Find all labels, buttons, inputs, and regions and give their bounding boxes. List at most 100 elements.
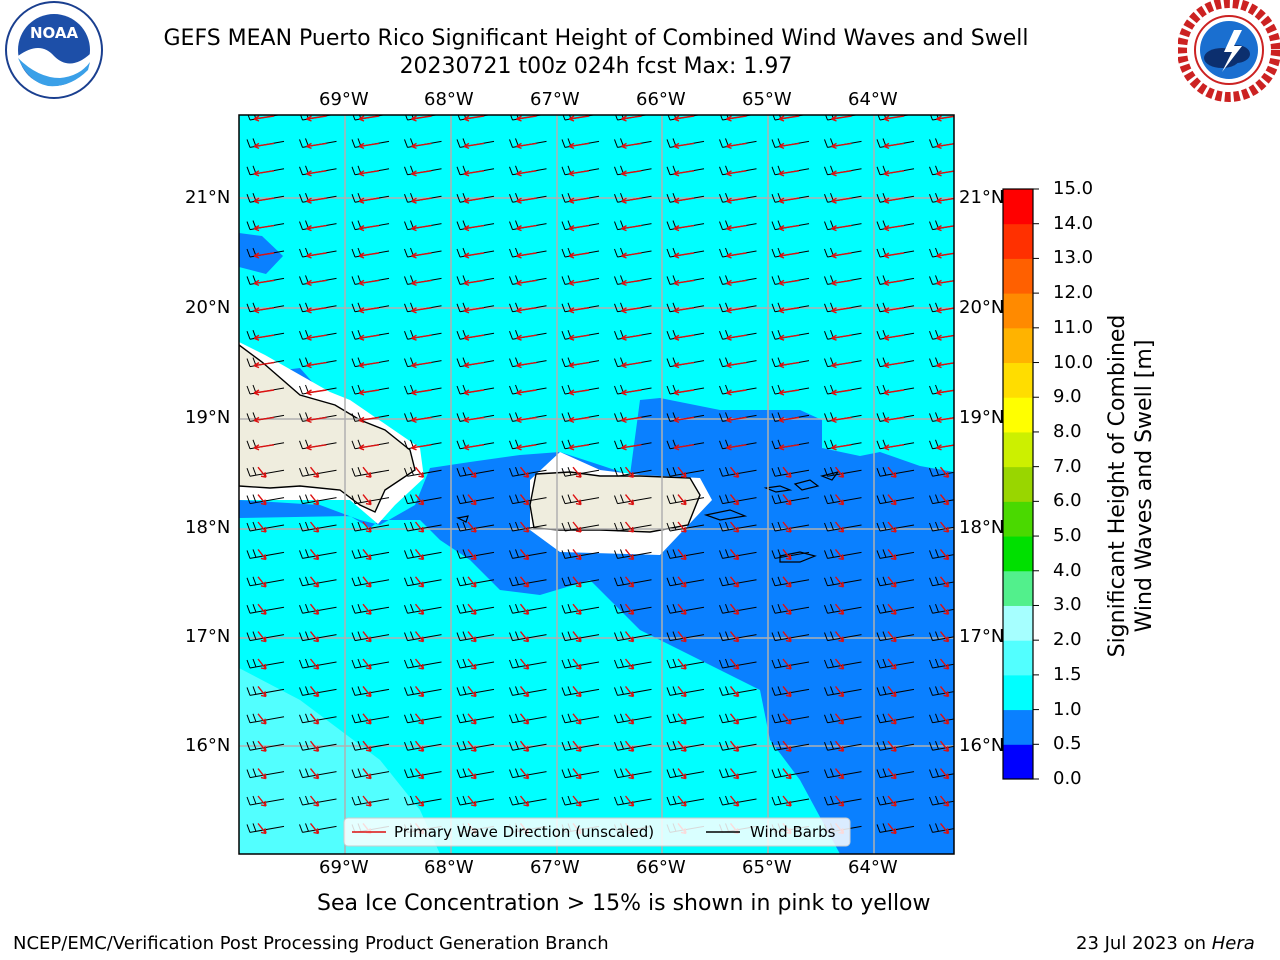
wave-direction-arrow xyxy=(887,603,897,615)
wave-direction-arrow xyxy=(939,466,950,478)
wave-direction-arrow xyxy=(834,658,845,670)
wind-barb xyxy=(509,658,547,669)
wave-direction-arrow xyxy=(572,658,582,670)
wave-direction-arrow xyxy=(463,279,485,287)
wind-barb xyxy=(299,658,337,669)
wind-barb xyxy=(404,604,442,614)
wave-direction-arrow xyxy=(257,631,267,643)
wave-direction-arrow xyxy=(939,631,950,643)
wave-direction-arrow xyxy=(887,795,897,807)
wave-direction-arrow xyxy=(726,444,747,451)
wind-barb xyxy=(509,549,547,559)
wind-barb xyxy=(351,686,390,696)
wave-direction-arrow xyxy=(572,466,582,478)
wave-direction-arrow xyxy=(726,307,747,314)
wave-direction-arrow xyxy=(568,389,590,396)
wave-direction-arrow xyxy=(624,548,635,561)
wind-barb xyxy=(824,631,862,642)
wave-direction-arrow xyxy=(677,713,687,725)
wind-barb xyxy=(824,658,862,669)
wave-direction-arrow xyxy=(677,795,687,807)
wave-direction-arrow xyxy=(726,115,747,122)
land-st-croix xyxy=(779,551,817,563)
wave-direction-arrow xyxy=(778,252,800,259)
wind-barb xyxy=(351,658,390,669)
wave-direction-arrow xyxy=(887,768,897,780)
wave-direction-arrow xyxy=(624,494,635,506)
wave-direction-arrow xyxy=(834,521,845,533)
wave-direction-arrow xyxy=(939,521,950,533)
wave-direction-arrow xyxy=(358,170,380,177)
wave-direction-arrow xyxy=(568,170,590,177)
wave-direction-arrow xyxy=(257,713,267,725)
wind-barb xyxy=(561,713,600,724)
wave-direction-arrow xyxy=(831,170,852,177)
wind-barb xyxy=(456,521,495,532)
wind-barb xyxy=(404,768,442,779)
wave-direction-arrow xyxy=(936,279,954,287)
lon-label-top-67w: 67°W xyxy=(530,89,580,110)
wind-barb xyxy=(719,467,757,477)
wave-direction-arrow xyxy=(411,197,432,204)
wind-barb xyxy=(824,549,862,559)
wave-direction-arrow xyxy=(621,334,642,341)
wind-barb xyxy=(456,549,495,559)
wave-direction-arrow xyxy=(467,521,477,533)
wind-barb xyxy=(561,521,600,532)
wave-direction-arrow xyxy=(729,576,740,588)
wave-direction-arrow xyxy=(568,307,590,314)
wave-direction-arrow xyxy=(831,252,852,259)
wind-barb xyxy=(246,741,285,751)
wind-barb xyxy=(404,467,442,477)
wave-direction-arrow xyxy=(306,444,327,451)
wind-barb xyxy=(351,521,390,532)
colorbar-segment xyxy=(1003,466,1033,502)
lat-label-left-17n: 17°N xyxy=(185,626,231,647)
wind-barb xyxy=(929,467,954,477)
wind-barb xyxy=(456,795,495,806)
lat-label-right-19n: 19°N xyxy=(959,407,1005,428)
wave-direction-arrow xyxy=(883,224,905,232)
wind-barb xyxy=(666,741,705,751)
lat-label-left-16n: 16°N xyxy=(185,735,231,756)
lon-label-bottom-68w: 68°W xyxy=(424,857,474,878)
wave-direction-arrow xyxy=(624,631,635,643)
wind-barb xyxy=(771,713,810,724)
wave-direction-arrow xyxy=(677,768,687,780)
wave-direction-arrow xyxy=(883,252,905,259)
lon-label-bottom-69w: 69°W xyxy=(319,857,369,878)
wave-direction-arrow xyxy=(729,685,740,698)
wave-direction-arrow xyxy=(936,115,954,122)
wind-barb xyxy=(509,604,547,614)
wave-direction-arrow xyxy=(782,740,792,752)
wave-direction-arrow xyxy=(936,334,954,341)
lon-label-bottom-65w: 65°W xyxy=(742,857,792,878)
wind-barb xyxy=(456,576,495,587)
wave-direction-arrow xyxy=(621,361,642,369)
wave-direction-arrow xyxy=(257,768,267,780)
wave-direction-arrow xyxy=(467,795,477,807)
gridlines xyxy=(239,115,954,854)
wave-direction-arrow xyxy=(624,795,635,807)
wind-barb xyxy=(929,549,954,559)
wave-direction-arrow xyxy=(309,822,320,835)
colorbar-tick-label: 12.0 xyxy=(1053,282,1094,304)
wave-direction-arrow xyxy=(782,521,792,533)
wind-barb xyxy=(561,658,600,669)
wave-direction-arrow xyxy=(673,361,695,369)
wind-barb xyxy=(824,741,862,751)
wind-barb xyxy=(351,741,390,751)
wave-direction-arrow xyxy=(463,416,485,424)
wave-direction-arrow xyxy=(467,548,477,561)
wind-barb xyxy=(614,521,652,532)
lat-label-right-21n: 21°N xyxy=(959,187,1005,208)
wave-direction-arrow xyxy=(621,142,642,150)
wave-direction-arrow xyxy=(834,603,845,615)
wind-barb xyxy=(719,658,757,669)
noaa-logo-text: NOAA xyxy=(30,24,79,42)
wave-direction-arrow xyxy=(834,631,845,643)
wave-direction-arrow xyxy=(253,197,275,204)
colorbar-tick-label: 7.0 xyxy=(1053,455,1082,477)
wave-direction-arrow xyxy=(568,444,590,451)
wind-barb xyxy=(929,686,954,696)
